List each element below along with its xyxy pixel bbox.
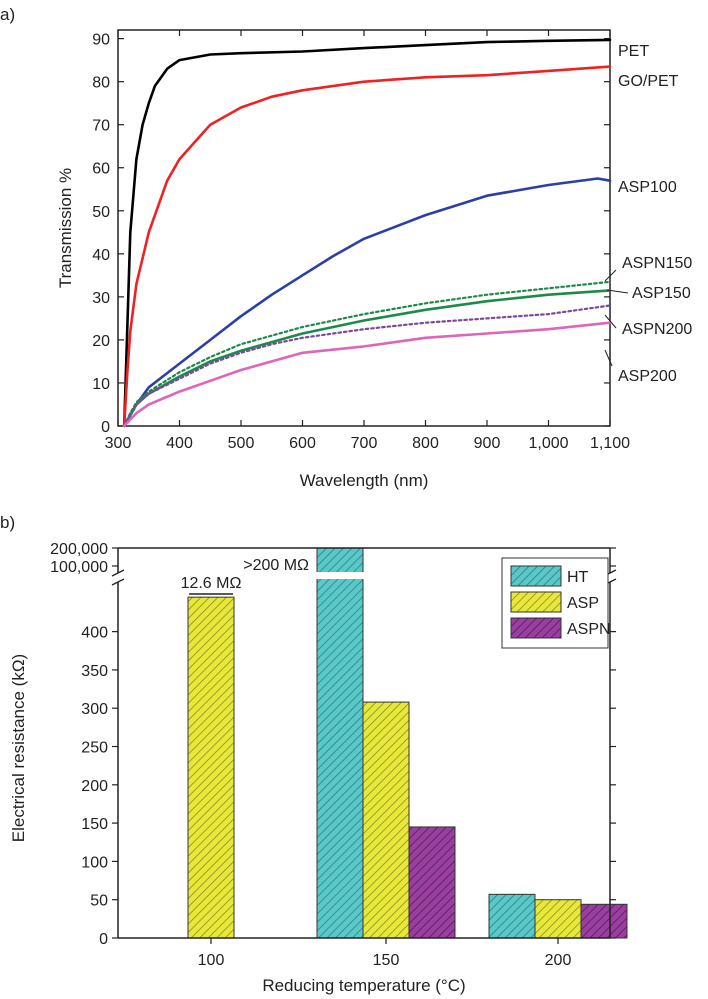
- series-label-leader: [606, 289, 629, 294]
- y-tick-label-upper: 200,000: [50, 541, 108, 558]
- bar-aspn-200: [580, 903, 628, 939]
- y-tick-label-upper: 100,000: [50, 559, 108, 576]
- axis-break-mark-left: [111, 569, 125, 577]
- bar-aspn-150: [408, 826, 456, 939]
- bar-asp-100: [187, 596, 235, 939]
- series-line-asp150: [122, 289, 612, 428]
- y-tick-label: 150: [81, 816, 108, 833]
- bar-break-gap: [316, 572, 364, 579]
- x-tick-label: 150: [373, 952, 400, 969]
- series-line-asp100: [122, 177, 612, 428]
- axis-break-mark-left: [111, 578, 125, 586]
- y-tick-label: 0: [99, 931, 108, 948]
- x-tick-label: 500: [228, 435, 255, 452]
- series-line-go-pet: [122, 65, 612, 428]
- panel-b-bar-chart: b) 0 50 100 150 200 250 300 350 400 200,000100,00…: [0, 513, 628, 995]
- bar-asp-200: [534, 899, 582, 939]
- panel-b-bars: [187, 547, 628, 939]
- y-tick-label: 10: [92, 376, 110, 393]
- panel-a-ticks: 300 400 500 600 700 800 900 1,000 1,100 0 10 20 30 40…: [92, 30, 630, 452]
- series-line-aspn150: [123, 280, 612, 428]
- bar-ht-150: [316, 547, 364, 939]
- panel-a-line-chart: a) 300 400 500 600 700 800 900 1,000 1,100010203…: [0, 5, 692, 490]
- y-tick-label: 0: [101, 419, 110, 436]
- legend-label: ASPN: [567, 621, 611, 638]
- panel-b-plot-frame: [111, 547, 617, 939]
- y-tick-label: 50: [92, 204, 110, 221]
- y-tick-label: 60: [92, 161, 110, 178]
- series-label: ASPN200: [622, 321, 692, 338]
- series-label-leader: [604, 349, 613, 367]
- series-label: ASP150: [632, 285, 691, 302]
- x-tick-label: 900: [474, 435, 501, 452]
- y-tick-label: 70: [92, 118, 110, 135]
- panel-b-y-axis-label: Electrical resistance (kΩ): [9, 654, 28, 842]
- series-label-leader: [604, 269, 617, 282]
- legend-swatch-ht: [510, 565, 562, 587]
- legend-label: ASP: [567, 595, 599, 612]
- series-label-leader: [604, 314, 617, 329]
- y-tick-label: 250: [81, 740, 108, 757]
- y-tick-label: 40: [92, 247, 110, 264]
- panel-a-y-axis-label: Transmission %: [56, 168, 75, 288]
- series-line-aspn200: [123, 304, 612, 428]
- y-tick-label: 350: [81, 663, 108, 680]
- x-tick-label: 300: [105, 435, 132, 452]
- series-label: ASP100: [618, 179, 677, 196]
- panel-a-series-labels: PET GO/PET ASP100 ASPN150 ASP150 ASPN200 ASP20…: [604, 43, 692, 385]
- x-tick-label: 800: [412, 435, 439, 452]
- series-line-asp200: [122, 321, 612, 428]
- x-tick-label: 1,100: [590, 435, 630, 452]
- panel-b-annotations: 12.6 MΩ>200 MΩ: [181, 557, 309, 595]
- legend-swatch-aspn: [510, 617, 562, 639]
- x-tick-label: 700: [351, 435, 378, 452]
- series-label: GO/PET: [618, 73, 679, 90]
- panel-a-label: a): [0, 5, 15, 24]
- y-tick-label: 100: [81, 854, 108, 871]
- x-tick-label: 1,000: [528, 435, 568, 452]
- panel-b-label: b): [0, 513, 15, 532]
- y-tick-label: 90: [92, 32, 110, 49]
- y-tick-label: 200: [81, 778, 108, 795]
- panel-b-x-axis-label: Reducing temperature (°C): [262, 976, 465, 995]
- x-tick-label: 400: [166, 435, 193, 452]
- y-tick-label: 400: [81, 625, 108, 642]
- y-tick-label: 30: [92, 290, 110, 307]
- annotation-over-200-mohm: >200 MΩ: [243, 557, 309, 574]
- y-tick-label: 80: [92, 75, 110, 92]
- annotation-12-6-mohm: 12.6 MΩ: [181, 575, 242, 592]
- y-tick-label: 300: [81, 701, 108, 718]
- series-line-pet: [122, 38, 612, 428]
- x-tick-label: 100: [198, 952, 225, 969]
- series-label: ASPN150: [622, 255, 692, 272]
- x-tick-label: 600: [289, 435, 316, 452]
- panel-b-legend: HT ASP ASPN: [501, 557, 611, 649]
- y-tick-label: 20: [92, 333, 110, 350]
- y-tick-label: 50: [90, 893, 108, 910]
- legend-swatch-asp: [510, 591, 562, 613]
- panel-a-x-axis-label: Wavelength (nm): [300, 471, 429, 490]
- x-tick-label: 200: [545, 952, 572, 969]
- series-label: ASP200: [618, 368, 677, 385]
- panel-a-series: [122, 38, 612, 428]
- series-label: PET: [618, 43, 649, 60]
- bar-asp-150: [362, 701, 410, 939]
- legend-label: HT: [567, 569, 589, 586]
- bar-ht-200: [488, 893, 536, 939]
